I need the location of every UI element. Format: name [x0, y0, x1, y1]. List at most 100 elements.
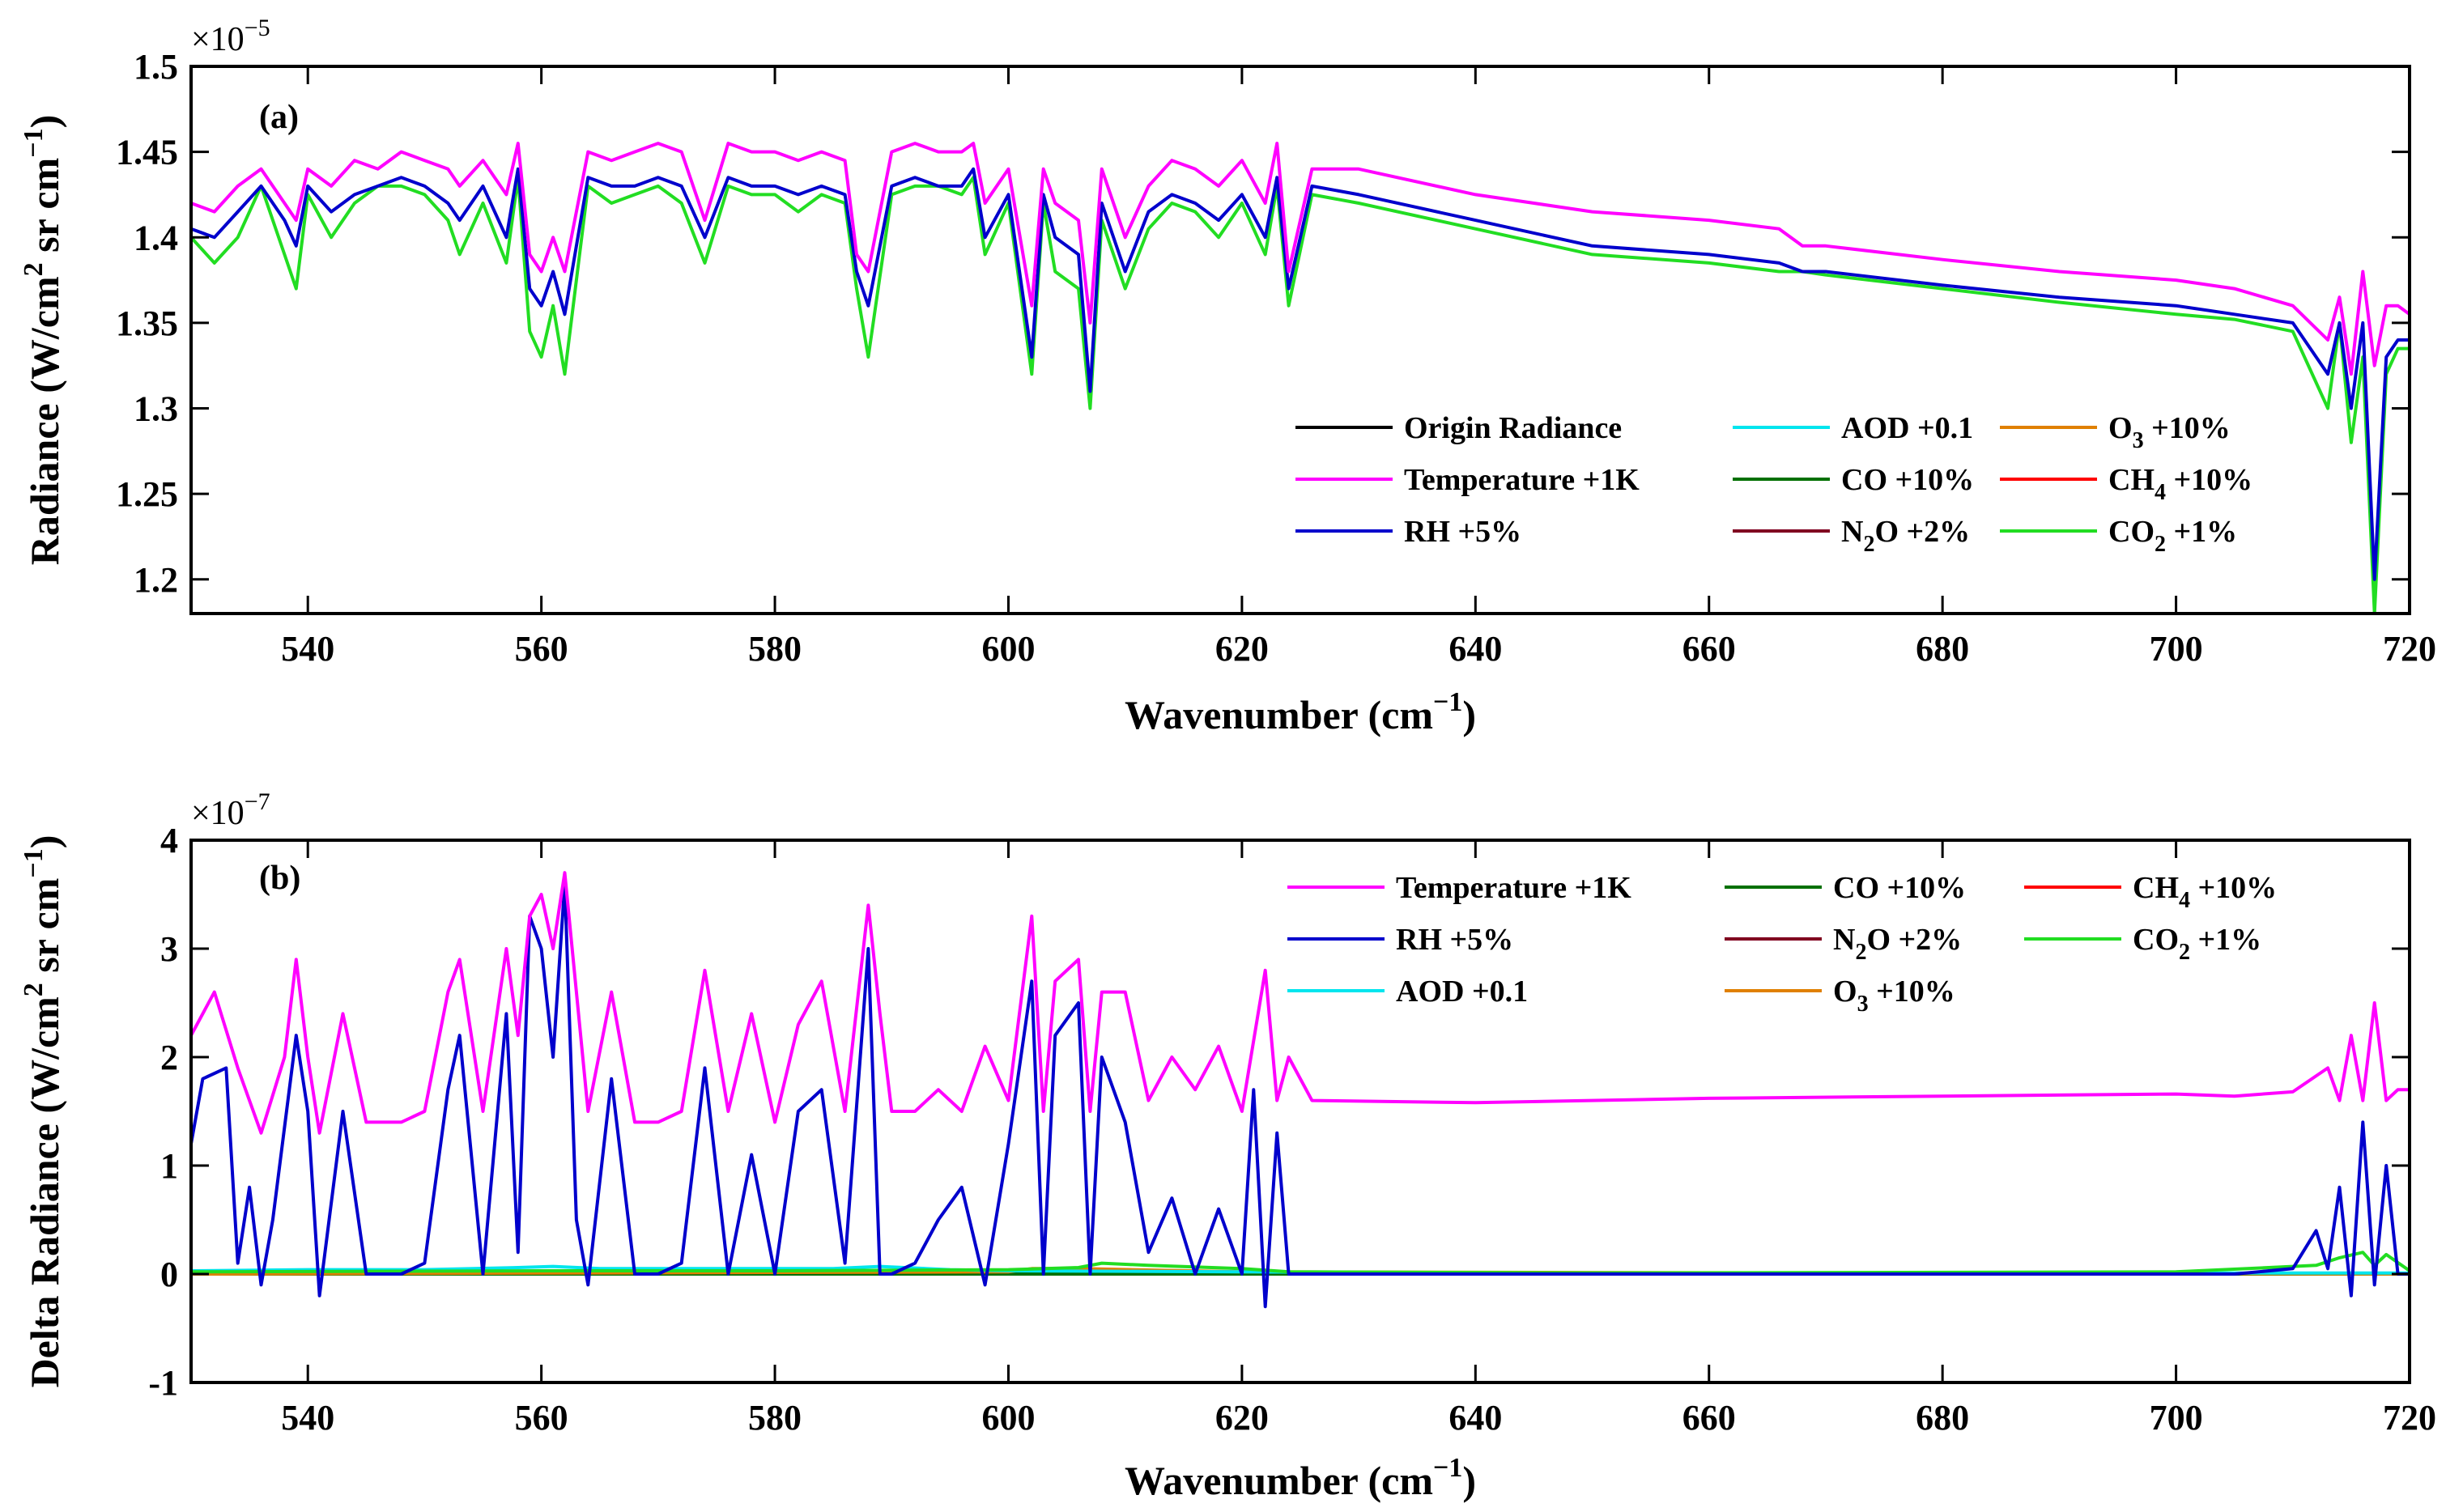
x-tick-label: 660: [1682, 1398, 1736, 1438]
x-tick-label: 720: [2383, 1398, 2436, 1438]
x-axis-label-sup: −1: [1433, 1453, 1462, 1483]
legend-label-tail: +1%: [2166, 515, 2237, 549]
legend-label-tail: +10%: [2144, 411, 2231, 445]
legend-label-text: N: [1833, 923, 1855, 957]
x-tick-label: 600: [981, 1398, 1035, 1438]
legend-label: N2O +2%: [1833, 923, 1962, 965]
x-axis-label-tail: ): [1462, 692, 1476, 737]
y-tick-label: 1.25: [116, 474, 178, 514]
y-tick-label: 2: [160, 1038, 178, 1077]
x-tick-label: 640: [1448, 1398, 1502, 1438]
y-axis-label-text: ): [22, 835, 67, 849]
y-tick-label: 1.45: [116, 133, 178, 172]
axis-exponent: ×10−7: [191, 788, 270, 832]
y-axis-label-sup: −1: [19, 128, 49, 157]
y-tick-label: 1.35: [116, 304, 178, 343]
x-tick-label: 540: [281, 629, 334, 669]
x-tick-label: 720: [2383, 629, 2436, 669]
y-axis-label-sup: 2: [19, 262, 49, 276]
legend-label: AOD +0.1: [1396, 975, 1528, 1009]
plot-frame: [189, 65, 2411, 615]
legend: Temperature +1K CO +10% CH4 +10%RH +5% N2O …: [1287, 871, 2277, 1017]
x-tick-label: 680: [1916, 629, 1969, 669]
legend-label-sub: 2: [2179, 940, 2190, 965]
x-tick-label: 700: [2150, 1398, 2203, 1438]
x-tick-label: 580: [748, 629, 802, 669]
legend-label: CO2 +1%: [2108, 515, 2237, 557]
axis-exponent-power: −7: [245, 788, 270, 815]
series-line-temperature-1k: [191, 142, 2410, 376]
legend-label: Temperature +1K: [1396, 871, 1631, 905]
x-tick-label: 560: [515, 1398, 568, 1438]
y-axis-label-sup: 2: [19, 983, 49, 996]
x-axis-label: Wavenumber (cm−1): [1125, 1453, 1476, 1503]
y-axis-label-text: sr cm: [22, 878, 67, 983]
legend-label-text: O: [1833, 975, 1857, 1009]
x-tick-label: 600: [981, 629, 1035, 669]
y-tick-label: 1.2: [134, 560, 178, 600]
legend-label-text: RH +5%: [1396, 923, 1513, 957]
series-group: [191, 871, 2410, 1309]
x-tick-label: 660: [1682, 629, 1736, 669]
legend-label: CO2 +1%: [2133, 923, 2261, 965]
y-tick-label: -1: [148, 1363, 178, 1403]
x-tick-label: 620: [1215, 1398, 1269, 1438]
legend-label-sub: 2: [1855, 940, 1866, 965]
legend-label: O3 +10%: [2108, 411, 2231, 453]
legend-label-text: N: [1841, 515, 1863, 549]
y-axis-label-text: Radiance (W/cm: [22, 276, 67, 565]
series-line-co2-1-: [191, 176, 2410, 614]
legend-label-sub: 2: [1863, 532, 1874, 557]
y-axis-label: Delta Radiance (W/cm2 sr cm−1): [19, 835, 67, 1388]
legend-label: CH4 +10%: [2108, 463, 2252, 505]
legend: Origin Radiance AOD +0.1 O3 +10% Temperatur…: [1295, 411, 2252, 557]
y-tick-label: 4: [160, 821, 178, 860]
axis-exponent-power: −5: [245, 15, 270, 41]
x-axis-label: Wavenumber (cm−1): [1125, 687, 1476, 737]
legend-label-tail: O +2%: [1866, 923, 1962, 957]
legend-label-tail: +10%: [1869, 975, 1955, 1009]
legend-label: O3 +10%: [1833, 975, 1955, 1017]
y-tick-label: 0: [160, 1255, 178, 1294]
y-tick-label: 1.4: [134, 218, 178, 257]
legend-label: CO +10%: [1833, 871, 1966, 905]
legend-label-text: Origin Radiance: [1404, 411, 1622, 445]
x-axis-label-text: Wavenumber (cm: [1125, 692, 1433, 737]
legend-label-sub: 2: [2155, 532, 2166, 557]
x-axis-label-sup: −1: [1433, 687, 1462, 717]
x-tick-label: 640: [1448, 629, 1502, 669]
legend-label-text: CO: [2133, 923, 2179, 957]
legend-label-sub: 4: [2155, 480, 2166, 505]
legend-label: N2O +2%: [1841, 515, 1970, 557]
y-axis-label-text: Delta Radiance (W/cm: [22, 996, 67, 1387]
series-group: [191, 142, 2410, 614]
legend-label-text: CO +10%: [1833, 871, 1966, 905]
legend-label: AOD +0.1: [1841, 411, 1973, 445]
legend-label-sub: 3: [1857, 992, 1869, 1017]
y-axis-label-text: sr cm: [22, 158, 67, 263]
x-tick-label: 580: [748, 1398, 802, 1438]
legend-label: RH +5%: [1404, 515, 1521, 549]
x-tick-label: 540: [281, 1398, 334, 1438]
chart-panel-a: 540 560 580 600 620 640 660 680 700 720 1.2 1.25 1.3…: [19, 15, 2436, 737]
x-tick-label: 680: [1916, 1398, 1969, 1438]
x-tick-label: 620: [1215, 629, 1269, 669]
legend-label-text: CH: [2133, 871, 2179, 905]
legend-label-tail: +10%: [2190, 871, 2277, 905]
legend-label: CO +10%: [1841, 463, 1974, 497]
x-tick-label: 700: [2150, 629, 2203, 669]
y-axis-label-sup: −1: [19, 848, 49, 877]
legend-label: Origin Radiance: [1404, 411, 1622, 445]
legend-label-tail: O +2%: [1874, 515, 1970, 549]
legend-label-text: CH: [2108, 463, 2155, 497]
legend-label-tail: +10%: [2166, 463, 2252, 497]
panel-label: (a): [259, 99, 299, 136]
legend-label-text: AOD +0.1: [1396, 975, 1528, 1009]
chart-panel-b: 540 560 580 600 620 640 660 680 700 720 -1 0 1 2 3 4 ×10…: [19, 788, 2436, 1503]
axis-exponent: ×10−5: [191, 15, 270, 58]
series-line-rh-5-: [191, 881, 2410, 1309]
x-tick-label: 560: [515, 629, 568, 669]
legend-label: RH +5%: [1396, 923, 1513, 957]
legend-label: CH4 +10%: [2133, 871, 2277, 913]
